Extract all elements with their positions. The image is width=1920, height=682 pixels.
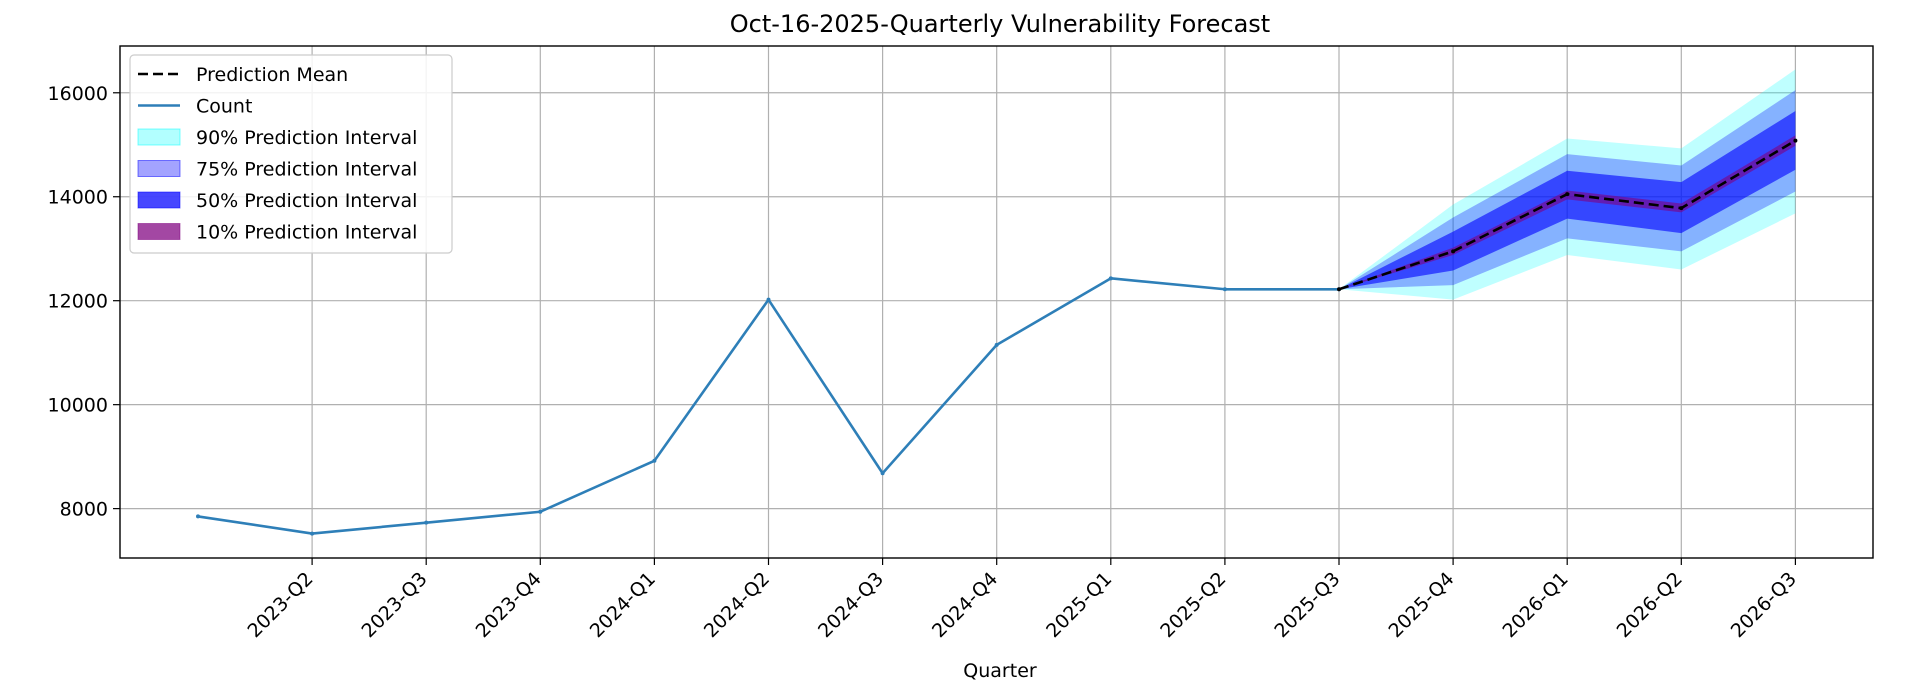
x-tick-label: 2024-Q3 [814,568,888,642]
y-tick-label: 10000 [48,395,108,417]
count-point [538,509,543,514]
y-axis: 8000 10000 12000 14000 16000 [48,83,120,521]
y-tick-label: 8000 [60,499,108,521]
legend-swatch-patch [137,223,181,240]
prediction-mean-point [1337,287,1341,292]
count-point [766,297,771,302]
x-tick-label: 2024-Q1 [586,568,660,642]
x-tick-label: 2023-Q3 [358,568,432,642]
legend-swatch-patch [137,160,181,177]
count-point [652,458,657,463]
y-tick-label: 16000 [48,83,108,105]
x-tick-label: 2026-Q3 [1727,568,1801,642]
legend-label: Count [196,96,252,118]
series-lines [196,138,1798,536]
count-point [994,342,999,347]
legend-label: 75% Prediction Interval [196,159,417,181]
x-tick-label: 2023-Q2 [243,568,317,642]
legend: Prediction Mean Count 90% Prediction Inter… [129,54,453,254]
chart-title: Oct-16-2025-Quarterly Vulnerability Fore… [730,10,1270,38]
prediction-mean-point [1793,138,1798,143]
legend-label: Prediction Mean [196,64,348,86]
legend-swatch-patch [137,128,181,146]
count-point [1108,276,1113,281]
x-tick-label: 2024-Q2 [700,568,774,642]
count-point [880,471,885,476]
prediction-mean-point [1451,249,1456,254]
prediction-mean-point [1679,206,1684,211]
count-point [424,520,429,525]
count-point [1222,287,1227,292]
count-point [310,531,315,536]
interval-band-50pct [1339,110,1796,290]
x-axis: 2023-Q2 2023-Q3 2023-Q4 2024-Q1 2024-Q2 2024-… [243,558,1801,642]
x-tick-label: 2024-Q4 [928,568,1002,642]
legend-swatch-patch [137,191,181,209]
legend-label: 50% Prediction Interval [196,190,417,212]
x-tick-label: 2026-Q1 [1499,568,1573,642]
x-tick-label: 2023-Q4 [472,568,546,642]
legend-label: 10% Prediction Interval [196,222,417,244]
x-axis-label: Quarter [963,660,1037,682]
legend-box [129,54,453,254]
y-tick-label: 14000 [48,187,108,209]
y-tick-label: 12000 [48,291,108,313]
x-tick-label: 2026-Q2 [1613,568,1687,642]
count-point [196,514,200,519]
legend-label: 90% Prediction Interval [196,127,417,149]
x-tick-label: 2025-Q3 [1270,568,1344,642]
x-tick-label: 2025-Q1 [1042,568,1116,642]
prediction-mean-point [1565,192,1570,197]
x-tick-label: 2025-Q2 [1156,568,1230,642]
x-tick-label: 2025-Q4 [1384,568,1458,642]
